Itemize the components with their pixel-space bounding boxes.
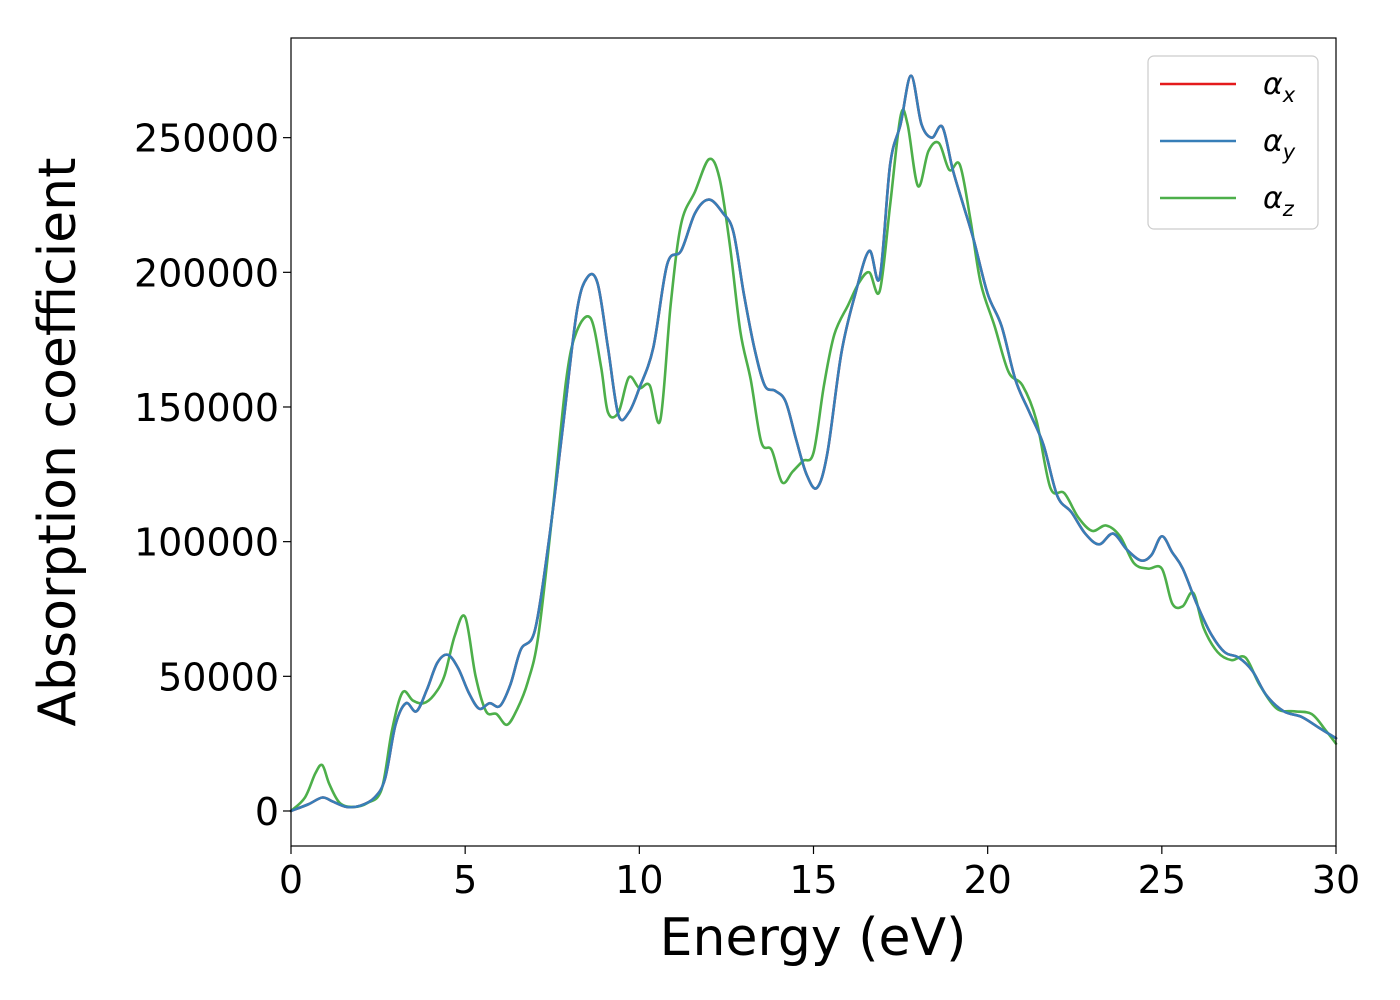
series-line-alpha-z	[289, 108, 1338, 813]
x-tick-label: 5	[453, 858, 477, 902]
y-tick-label: 150000	[134, 386, 279, 430]
x-tick-label: 30	[1312, 858, 1360, 902]
series-layer	[289, 74, 1338, 813]
x-tick-label: 10	[615, 858, 663, 902]
y-tick-label: 200000	[134, 251, 279, 295]
y-axis: 0 50000 100000 150000 200000 250000	[134, 117, 291, 834]
x-tick-label: 20	[963, 858, 1011, 902]
y-tick-label: 0	[255, 790, 279, 834]
x-tick-label: 15	[789, 858, 837, 902]
legend-subscript: y	[1282, 140, 1296, 164]
legend-box	[1147, 55, 1319, 230]
y-tick-label: 100000	[134, 521, 279, 565]
legend-subscript: x	[1282, 83, 1296, 107]
x-tick-label: 0	[279, 858, 303, 902]
x-axis-label: Energy (eV)	[660, 908, 967, 968]
legend-subscript: z	[1282, 197, 1295, 221]
x-axis: 0 5 10 15 20 25 30	[279, 846, 1360, 902]
x-tick-label: 25	[1138, 858, 1186, 902]
y-tick-label: 50000	[158, 655, 279, 699]
y-tick-label: 250000	[134, 117, 279, 161]
y-axis-label: Absorption coefficient	[28, 157, 88, 726]
series-line-alpha-y	[289, 74, 1338, 813]
